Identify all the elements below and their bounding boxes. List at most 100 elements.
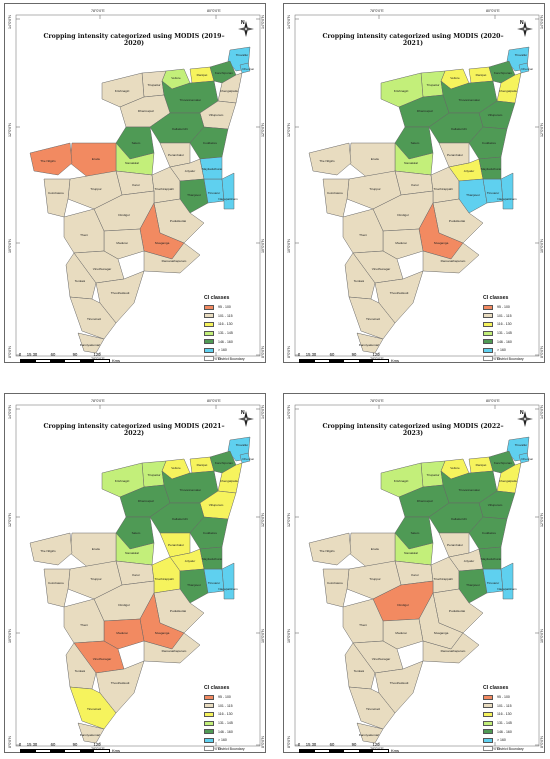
district-label: Mayiladuthurai [201, 557, 223, 561]
district-label: Tirunelveli [87, 317, 101, 321]
longitude-label-top: 80°0'0"E [486, 9, 500, 13]
district-label: Coimbatore [327, 581, 343, 585]
scale-tick-label: 15 30 [305, 352, 317, 357]
district-label: The Nilgiris [40, 549, 56, 553]
district-chennai [518, 452, 530, 464]
legend-title: CI classes [204, 685, 230, 691]
scale-segment [79, 750, 95, 753]
district-the-nilgiris [29, 532, 73, 566]
legend-item: 101 - 115 [204, 312, 262, 321]
outer-frame [283, 3, 545, 363]
north-label: N [241, 20, 245, 26]
legend-swatch [204, 321, 214, 327]
district-label: Tiruvarur [486, 191, 500, 195]
scale-segment [94, 360, 110, 363]
district-tenkasi [344, 252, 376, 300]
legend-label: 101 - 115 [497, 703, 512, 708]
district-label: Salem [410, 531, 420, 535]
district-label: Madurai [395, 241, 407, 245]
north-arrow-icon [238, 21, 254, 37]
scale-tick-label: 60 [50, 742, 56, 747]
scale-segment [314, 750, 330, 753]
scale-segment [300, 360, 315, 363]
longitude-label-top: 78°0'0"E [370, 399, 384, 403]
district-label: Ranipet [196, 463, 208, 467]
legend-swatch [204, 347, 214, 353]
district-kanniyakumari [356, 722, 384, 744]
latitude-label-right: 14°0'0"N [540, 405, 544, 419]
scale-tick-label: 90 [72, 742, 78, 747]
district-the-nilgiris [308, 532, 352, 566]
district-label: Dharmapuri [416, 109, 434, 113]
district-tirunelveli [348, 686, 396, 730]
district-label: Namakkal [125, 161, 139, 165]
district-label: Chennai [521, 457, 533, 461]
district-kanniyakumari [77, 332, 105, 354]
legend-item: 95 - 100 [483, 303, 541, 312]
legend-item: > 160 [204, 736, 262, 745]
map-svg [4, 3, 266, 363]
outer-frame [283, 393, 545, 753]
district-label: Salem [410, 141, 420, 145]
scale-tick-label: 60 [50, 352, 56, 357]
district-the-nilgiris [29, 142, 73, 176]
district-label: Ariyalur [463, 559, 475, 563]
district-label: Tirunelveli [87, 707, 101, 711]
district-label: Tiruppur [369, 577, 381, 581]
district-cuddalore [189, 516, 229, 550]
scale-segment [21, 360, 36, 363]
legend-item: 146 - 160 [483, 727, 541, 736]
district-label: Chengalpattu [498, 89, 518, 93]
map-panel: N Cropping intensity categorized using MO… [4, 3, 266, 364]
north-arrow-icon [517, 411, 533, 427]
legend-label: 95 - 100 [218, 695, 231, 700]
district-label: Coimbatore [48, 191, 64, 195]
district-label: Dindigul [397, 603, 409, 607]
legend-swatch [204, 330, 214, 336]
district-label: Namakkal [404, 551, 418, 555]
district-label: Tiruvannamalai [458, 98, 480, 102]
latitude-label-left: 8°0'0"N [8, 346, 12, 358]
legend-swatch [483, 313, 493, 319]
scale-tick-label: 15 30 [26, 352, 38, 357]
latitude-label-left: 14°0'0"N [8, 15, 12, 29]
district-label: Villupuram [208, 503, 224, 507]
district-label: Sivaganga [433, 241, 449, 245]
legend-label: 101 - 115 [218, 703, 233, 708]
district-thanjavur [458, 178, 488, 214]
legend-label: District Boundary [218, 746, 245, 751]
legend-item: 101 - 115 [204, 702, 262, 711]
district-tenkasi [65, 252, 97, 300]
scale-tick-label: 0 [18, 352, 22, 357]
legend-swatch [204, 694, 214, 700]
legend-swatch [483, 321, 493, 327]
latitude-label-right: 10°0'0"N [540, 239, 544, 253]
legend-item: District Boundary [204, 745, 262, 754]
latitude-label-left: 10°0'0"N [287, 239, 291, 253]
district-label: Kanchipuram [493, 461, 513, 465]
legend-title: CI classes [204, 295, 230, 301]
district-label: The Nilgiris [40, 159, 56, 163]
district-label: Erode [91, 157, 101, 161]
legend-swatch [204, 703, 214, 709]
district-nagapattinam [221, 562, 235, 600]
district-label: Nagapattinam [218, 197, 238, 201]
latitude-label-left: 10°0'0"N [287, 629, 291, 643]
district-label: Ramanathapuram [161, 649, 187, 653]
scale-tick-label: 120 [372, 352, 380, 357]
district-label: Ariyalur [184, 559, 196, 563]
legend-label: 95 - 100 [497, 695, 510, 700]
scale-bar: 0 15 30 60 90 120 Kms [19, 742, 120, 754]
north-arrow-icon [238, 411, 254, 427]
district-label: Dindigul [118, 213, 130, 217]
district-label: Dharmapuri [137, 109, 155, 113]
district-label: Chengalpattu [498, 479, 518, 483]
map-panel: N Cropping intensity categorized using MO… [283, 3, 545, 364]
map-panel: N Cropping intensity categorized using MO… [4, 393, 266, 754]
district-label: Erode [91, 547, 101, 551]
legend-label: 95 - 100 [218, 305, 231, 310]
district-label: Tiruchirappalli [433, 577, 453, 581]
district-label: Nagapattinam [218, 587, 238, 591]
latitude-label-left: 14°0'0"N [8, 405, 12, 419]
district-label: Ranipet [196, 73, 208, 77]
